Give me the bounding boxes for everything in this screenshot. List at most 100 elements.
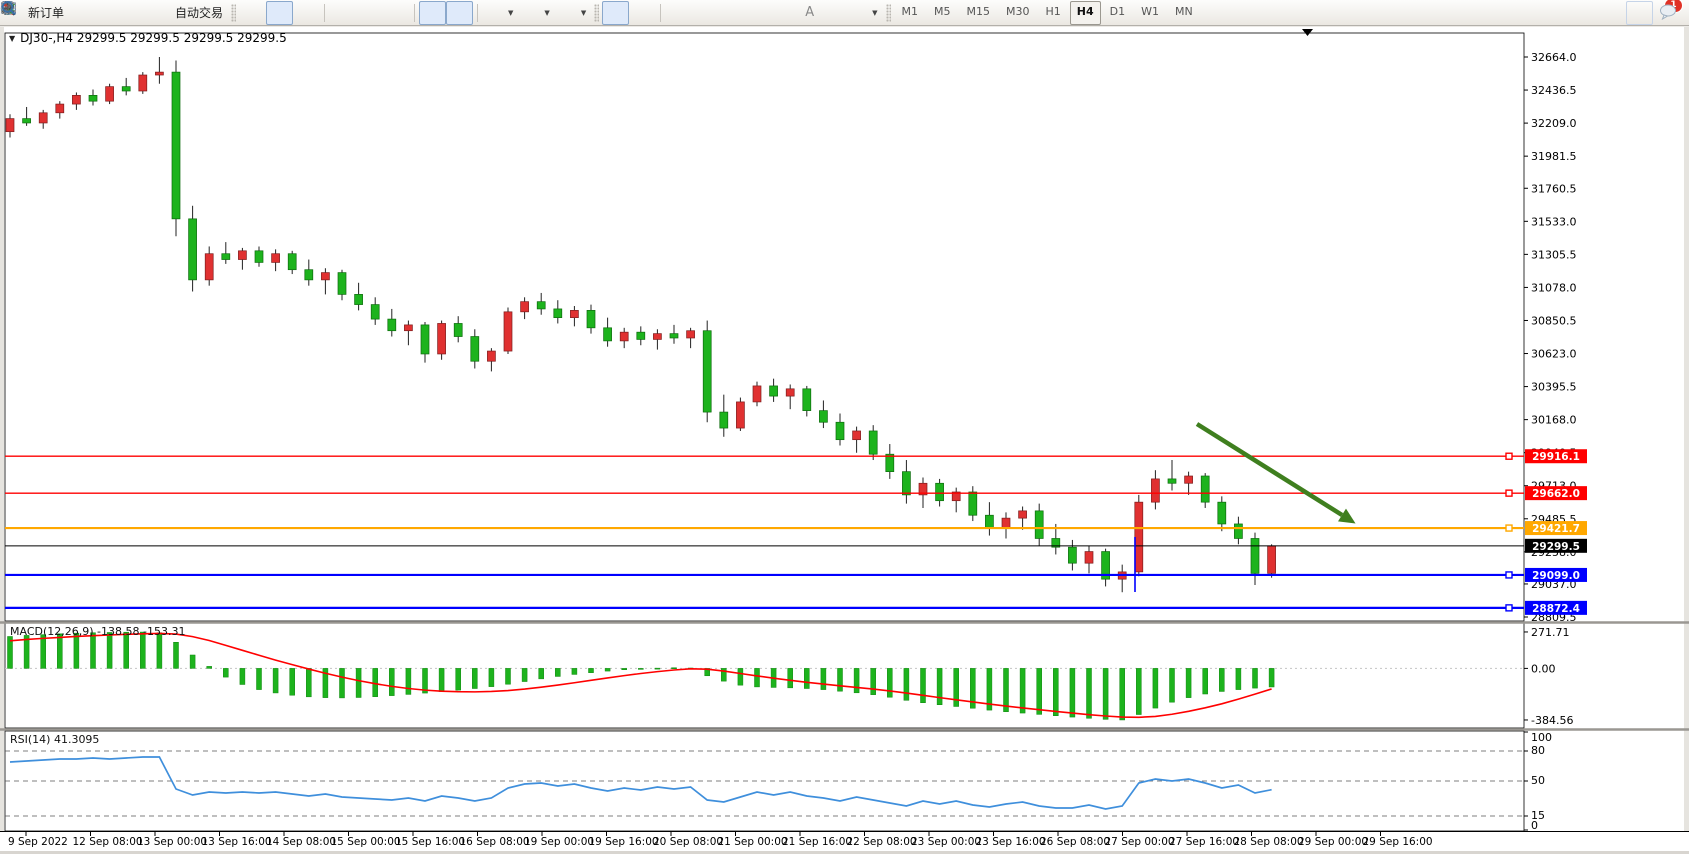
macd-histogram-bar: [1102, 668, 1109, 720]
candle: [520, 301, 529, 313]
macd-histogram-bar: [986, 668, 993, 711]
timeframe-button-m5[interactable]: M5: [934, 4, 951, 18]
candle: [354, 294, 363, 305]
macd-histogram-bar: [389, 668, 395, 696]
search-button[interactable]: [1, 0, 1653, 25]
macd-histogram-bar: [289, 668, 295, 696]
zoom-in-button[interactable]: [1, 1, 356, 25]
timeframe-button-w1[interactable]: W1: [1141, 4, 1159, 18]
price-level-lines[interactable]: [5, 449, 1587, 615]
zoom-out-icon: [1, 1, 378, 21]
chart-title[interactable]: ▼ DJ30-,H4 29299.5 29299.5 29299.5 29299…: [9, 31, 287, 45]
macd-histogram-bar: [322, 668, 329, 698]
fibonacci-icon: F: [2, 3, 795, 21]
candle: [404, 324, 413, 332]
timeframe-button-mn[interactable]: MN: [1175, 4, 1193, 18]
line-chart-button[interactable]: [1, 1, 320, 25]
candle: [188, 218, 197, 281]
cursor-button[interactable]: [5, 0, 630, 25]
candle: [951, 491, 961, 502]
auto-trading-button[interactable]: 自动交易: [0, 1, 228, 25]
zoom-out-button[interactable]: [1, 1, 383, 25]
time-axis[interactable]: [0, 831, 1689, 854]
macd-histogram-bar: [903, 668, 910, 701]
time-tick-label: 15 Sep 16:00: [395, 836, 465, 848]
timeframe-button-h1[interactable]: H1: [1045, 4, 1061, 18]
macd-histogram-bar: [555, 668, 561, 677]
timeframe-button-m30[interactable]: M30: [1006, 4, 1030, 18]
time-tick-label: 19 Sep 00:00: [524, 836, 594, 848]
toolbar-separator: [660, 3, 662, 22]
timeframe-button-m1[interactable]: M1: [901, 4, 919, 18]
macd-histogram-bar: [704, 668, 710, 677]
macd-histogram-bar: [953, 668, 959, 707]
tile-windows-icon: [2, 2, 405, 21]
candle: [22, 118, 31, 124]
arrows-button[interactable]: ▼: [2, 1, 882, 25]
macd-histogram-bar: [405, 668, 412, 695]
equidistant-channel-button[interactable]: E: [1, 1, 773, 25]
line-handle: [1505, 452, 1513, 460]
timeframe-group: M1 M5 M15 M30 H1 H4 D1 W1 MN: [894, 0, 1201, 25]
price-tick-label: 32209.0: [1531, 117, 1577, 130]
price-level-label: [1525, 567, 1587, 582]
fibonacci-button[interactable]: F: [2, 1, 800, 25]
crosshair-button[interactable]: [1, 1, 656, 25]
candle: [935, 482, 944, 502]
price-tick-label: 31078.0: [1531, 281, 1577, 294]
macd-histogram-bar: [355, 668, 362, 698]
annotations[interactable]: [1134, 29, 1356, 592]
toolbar-grip: [231, 3, 237, 22]
market-watch-button[interactable]: [1, 1, 96, 25]
line-handle: [1505, 489, 1513, 497]
new-chart-button[interactable]: ▼: [2, 1, 518, 25]
templates-button[interactable]: ▼: [1, 1, 591, 25]
macd-histogram-bar: [820, 668, 827, 690]
line-handle: [1505, 524, 1513, 532]
macd-histogram-bar: [804, 668, 810, 689]
candle: [1068, 546, 1077, 564]
text-label-button[interactable]: T: [1, 1, 846, 25]
text-label-icon: T: [1, 2, 841, 21]
data-window-button[interactable]: [2, 1, 123, 25]
time-tick-label: 14 Sep 08:00: [266, 836, 336, 848]
macd-signal-line: [9, 632, 1272, 719]
timeframe-button-h4[interactable]: H4: [1069, 0, 1101, 25]
macd-histogram-bar: [472, 668, 478, 689]
candle: [1151, 478, 1160, 503]
trendline-button[interactable]: [2, 1, 746, 25]
bar-chart-button[interactable]: [3, 1, 266, 25]
toolbar-separator: [414, 3, 416, 22]
candle: [769, 385, 778, 397]
candle: [1184, 475, 1193, 484]
horizontal-line-button[interactable]: [2, 1, 719, 25]
data-window-icon: [2, 1, 118, 21]
timeframe-button-m15[interactable]: M15: [966, 4, 991, 18]
price-tick-label: 32664.0: [1531, 51, 1577, 64]
chart-shift-button[interactable]: [2, 0, 474, 25]
notifications-button[interactable]: 1: [1659, 0, 1683, 23]
macd-histogram-bar: [1169, 668, 1175, 703]
auto-scroll-button[interactable]: [2, 0, 447, 25]
candle: [453, 323, 463, 337]
candle: [171, 71, 181, 220]
macd-histogram-bar: [754, 668, 760, 688]
vertical-line-icon: [7, 2, 687, 21]
candle: [1234, 523, 1243, 539]
vertical-line-button[interactable]: [7, 1, 692, 25]
candle: [902, 471, 911, 496]
text-button[interactable]: A: [800, 1, 819, 25]
signals-button[interactable]: [1, 1, 150, 25]
timeframe-button-d1[interactable]: D1: [1109, 4, 1126, 18]
periods-button[interactable]: ▼: [1, 1, 554, 25]
time-tick-label: 26 Sep 08:00: [1040, 836, 1110, 848]
tile-windows-button[interactable]: [2, 1, 410, 25]
time-tick-label: 13 Sep 16:00: [202, 836, 272, 848]
candlestick-chart-button[interactable]: [2, 0, 294, 25]
candle: [287, 253, 297, 271]
candle: [221, 253, 231, 260]
candle: [653, 333, 662, 340]
macd-histogram-bar: [256, 668, 262, 690]
candle: [121, 86, 131, 92]
